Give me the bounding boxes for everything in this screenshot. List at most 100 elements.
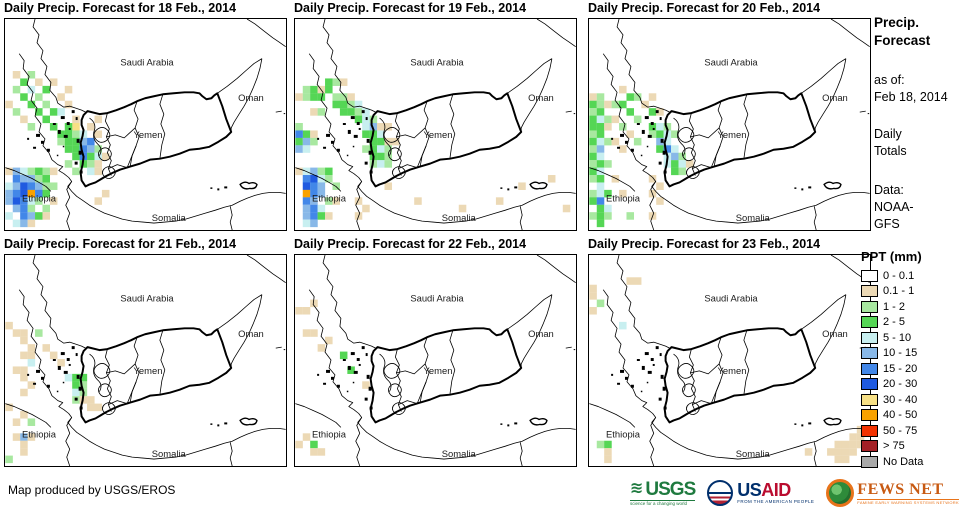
precip-cells xyxy=(5,71,110,228)
precip-cell xyxy=(35,212,43,220)
yemen-admin-blob-1 xyxy=(93,127,111,143)
precip-cell xyxy=(72,137,80,146)
fewsnet-tagline: FAMINE EARLY WARNING SYSTEMS NETWORK xyxy=(857,499,959,505)
legend-label: 0.1 - 1 xyxy=(883,285,915,298)
precip-cell xyxy=(589,93,597,101)
label-somalia: Somalia xyxy=(152,212,187,223)
precip-cell xyxy=(49,78,58,86)
precip-cell xyxy=(64,100,73,109)
ethiopia-somalia-border xyxy=(355,181,363,230)
precip-cell xyxy=(656,182,664,190)
map-box: Saudi Arabia Oman Yemen Ethiopia Somalia xyxy=(294,18,577,231)
yemen-admin-line-4 xyxy=(690,363,720,375)
precip-cell xyxy=(12,433,21,441)
precip-cell xyxy=(596,145,605,153)
sidebar-title: Precip. Forecast xyxy=(874,14,966,50)
somaliland-border xyxy=(229,206,233,230)
precip-cell xyxy=(369,145,378,153)
precip-cell xyxy=(362,204,370,213)
map-box: Saudi Arabia Oman Yemen Ethiopia Somalia xyxy=(294,254,577,467)
usaid-seal-icon xyxy=(707,480,734,506)
precip-cell xyxy=(12,219,21,228)
precip-cell xyxy=(841,455,850,464)
ethiopia-somalia-border xyxy=(649,181,657,230)
precip-cell xyxy=(64,123,73,131)
precip-cell xyxy=(317,108,326,116)
basemap-lines xyxy=(295,19,576,230)
precip-cell xyxy=(611,175,620,183)
as-of-date: Feb 18, 2014 xyxy=(874,90,948,104)
precip-cell xyxy=(27,189,36,198)
gulf-coast-line xyxy=(536,19,576,48)
precip-cell xyxy=(79,137,88,146)
precip-cell xyxy=(94,197,103,205)
somaliland-border xyxy=(519,442,523,466)
precip-cell xyxy=(339,100,348,109)
panel-title: Daily Precip. Forecast for 18 Feb., 2014 xyxy=(4,1,237,15)
precip-cell xyxy=(626,130,635,138)
precip-cell xyxy=(72,130,80,138)
precip-cell xyxy=(354,115,363,124)
precip-cell xyxy=(42,85,51,94)
socotra-island xyxy=(823,417,842,426)
precip-cell xyxy=(12,418,21,426)
yemen-admin-line-3 xyxy=(449,330,456,395)
legend-label: No Data xyxy=(883,455,924,468)
precip-cell xyxy=(589,145,597,153)
precip-cell xyxy=(101,189,110,198)
precip-cell xyxy=(841,448,850,456)
precip-cell xyxy=(362,108,370,116)
precip-cell xyxy=(310,182,318,190)
precip-cell xyxy=(302,204,311,213)
terrain-marks xyxy=(27,110,286,191)
precip-cell xyxy=(317,167,326,176)
yemen-admin-blob-3 xyxy=(686,402,700,415)
precip-cell xyxy=(302,130,311,138)
precip-cell xyxy=(35,78,43,86)
usaid-logo: USAID FROM THE AMERICAN PEOPLE xyxy=(707,480,814,506)
precip-cell xyxy=(317,93,326,101)
precip-cell xyxy=(834,455,843,464)
precip-cell xyxy=(596,212,605,220)
eritrea-ethiopia-border xyxy=(295,167,342,192)
precip-cell xyxy=(384,152,393,161)
somaliland-border xyxy=(813,442,817,466)
precip-cell xyxy=(310,219,318,228)
precip-cell xyxy=(5,100,13,109)
precip-cell xyxy=(310,93,318,101)
precip-cell xyxy=(619,123,627,131)
fewsnet-name: FEWS NET xyxy=(857,481,959,500)
usgs-tagline: science for a changing world xyxy=(630,499,696,507)
yemen-border xyxy=(369,327,523,424)
precip-cell xyxy=(310,329,318,337)
precip-cell xyxy=(35,108,43,116)
precip-cell xyxy=(671,167,679,176)
label-yemen: Yemen xyxy=(133,129,162,140)
saudi-red-sea-coast xyxy=(32,19,86,113)
precip-cell xyxy=(20,167,28,176)
precip-cell xyxy=(12,175,21,183)
footer-logos: ≋ USGS science for a changing world USAI… xyxy=(630,477,959,509)
precip-cell xyxy=(648,130,657,138)
fewsnet-globe-icon xyxy=(826,479,855,507)
precip-cell xyxy=(648,108,657,116)
precip-cell xyxy=(362,123,370,131)
legend-label: 15 - 20 xyxy=(883,362,918,375)
yemen-border xyxy=(369,91,523,188)
precip-cell xyxy=(589,284,597,293)
precip-cell xyxy=(589,292,597,300)
label-somalia: Somalia xyxy=(736,212,771,223)
basemap-lines xyxy=(5,19,286,230)
legend-swatch xyxy=(861,331,878,344)
yemen-admin-line-5 xyxy=(108,381,137,405)
label-saudi-arabia: Saudi Arabia xyxy=(704,293,758,304)
precip-cell xyxy=(384,123,393,131)
precip-cell xyxy=(619,321,627,330)
legend-row: 40 - 50 xyxy=(861,408,965,424)
data-label: Data: xyxy=(874,183,904,197)
legend-row: 5 - 10 xyxy=(861,330,965,346)
precip-cell xyxy=(317,448,326,456)
usaid-tagline: FROM THE AMERICAN PEOPLE xyxy=(737,499,815,505)
precip-cell xyxy=(604,137,612,146)
somaliland-border xyxy=(519,206,523,230)
